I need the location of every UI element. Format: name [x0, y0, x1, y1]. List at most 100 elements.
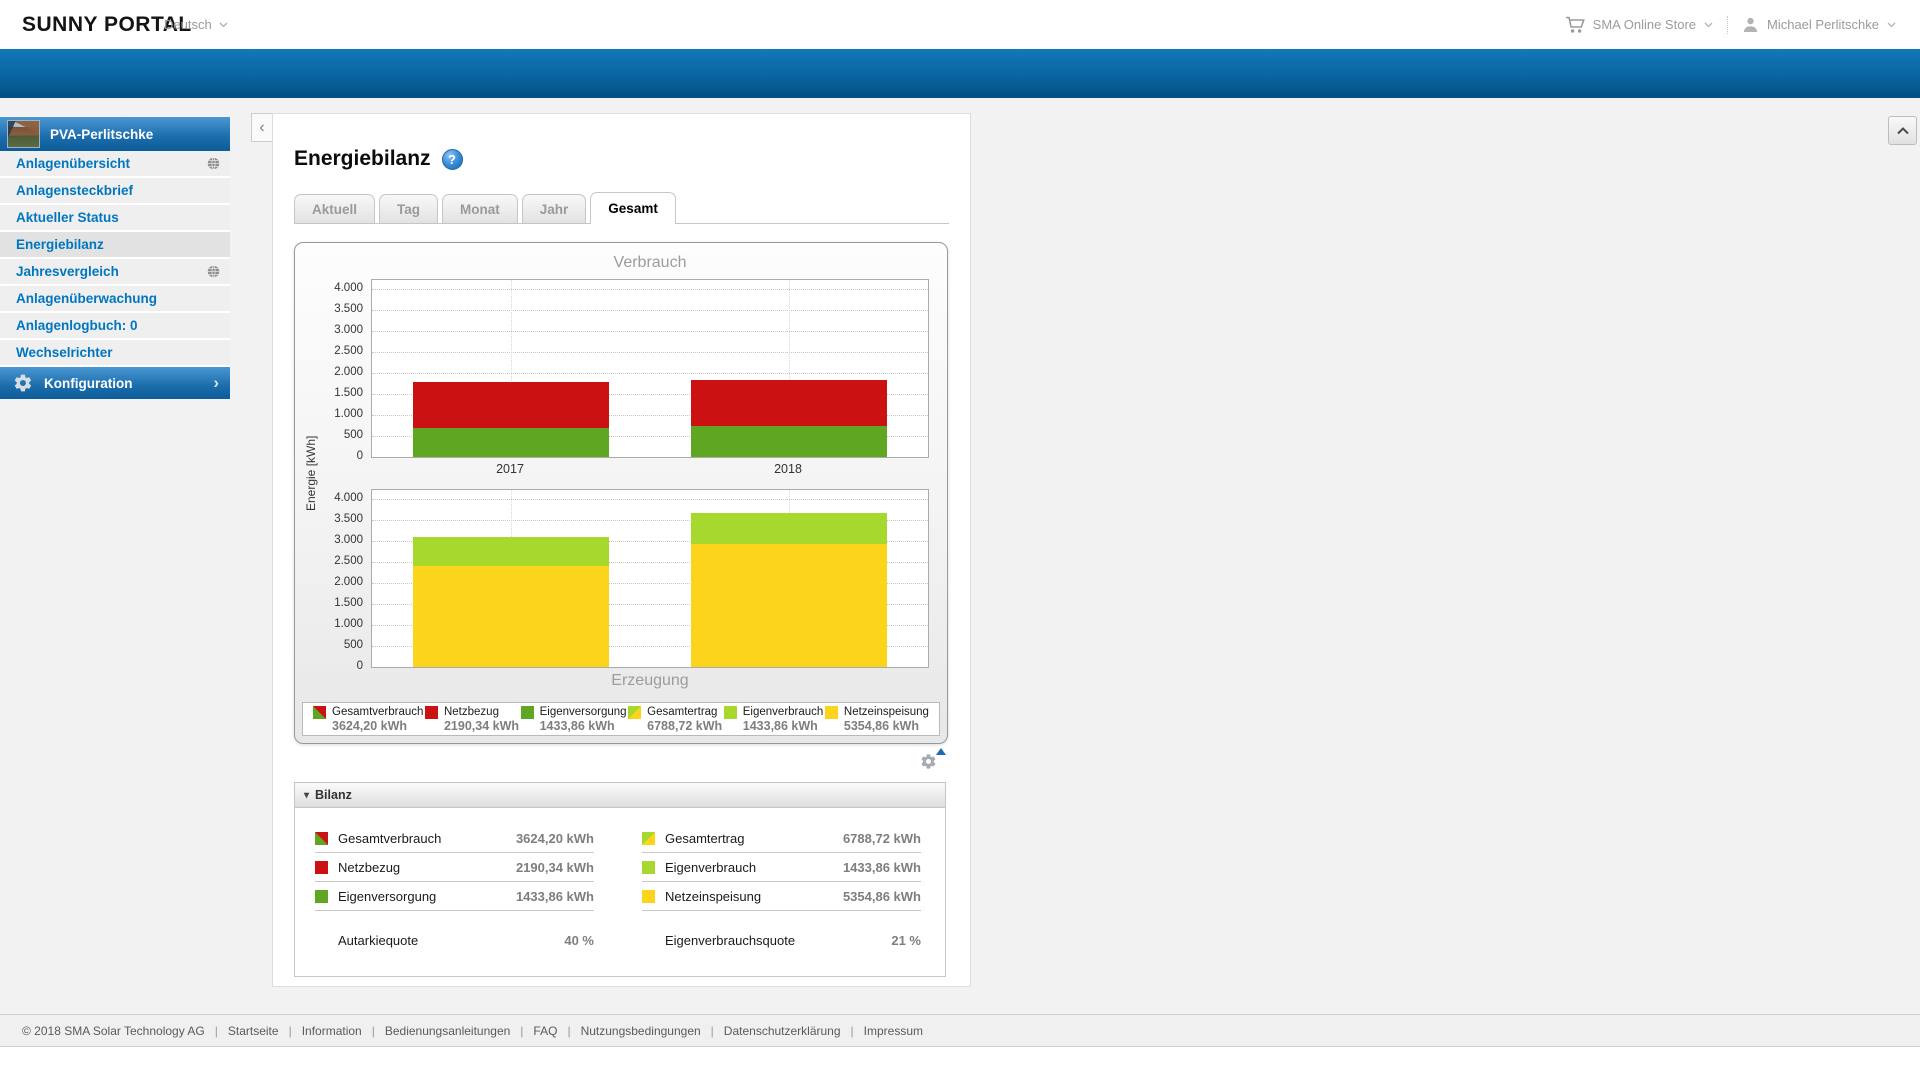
tab-aktuell[interactable]: Aktuell	[294, 194, 376, 223]
bilanz-value: 3624,20 kWh	[515, 830, 594, 846]
gridline	[372, 352, 928, 353]
legend-value: 1433,86 kWh	[539, 718, 615, 733]
gridline	[372, 331, 928, 332]
bilanz-title: Bilanz	[315, 788, 352, 802]
sidebar-item-label: Anlagenübersicht	[16, 156, 131, 171]
dropdown-arrow-icon	[936, 748, 946, 755]
verbrauch-plot: 0 500 1.000 1.500 2.000 2.500 3.000 3.500 4.000	[334, 279, 929, 462]
gridline	[372, 310, 928, 311]
bilanz-label: Gesamtertrag	[665, 830, 745, 846]
sidebar-item-label: Jahresvergleich	[16, 264, 119, 279]
sidebar-item-label: Energiebilanz	[16, 237, 104, 252]
bar-eigenversorgung-2018	[691, 426, 887, 457]
user-menu[interactable]: Michael Perlitschke	[1742, 16, 1896, 33]
bar-netzbezug-2018	[691, 380, 887, 426]
footer-separator: |	[214, 1023, 218, 1038]
legend-label: Netzbezug	[443, 705, 499, 718]
sidebar-item-jahresvergleich[interactable]: Jahresvergleich	[0, 259, 230, 286]
gridline	[372, 541, 928, 542]
chart-title-verbrauch: Verbrauch	[613, 254, 687, 271]
plant-header[interactable]: PVA-Perlitschke	[0, 117, 230, 151]
scroll-top-button[interactable]	[1888, 116, 1917, 145]
sidebar-item-wechselrichter[interactable]: Wechselrichter	[0, 340, 230, 367]
user-label: Michael Perlitschke	[1767, 17, 1879, 32]
footer-link-impressum[interactable]: Impressum	[863, 1023, 923, 1038]
x-tick-label: 2018	[774, 462, 802, 476]
legend-label: Netzeinspeisung	[843, 705, 929, 718]
sidebar-item-anlagen-berwachung[interactable]: Anlagenüberwachung	[0, 286, 230, 313]
bilanz-header[interactable]: ▾ Bilanz	[295, 783, 945, 808]
bilanz-row: Netzbezug 2190,34 kWh	[315, 853, 594, 882]
sidebar-item-energiebilanz[interactable]: Energiebilanz	[0, 232, 230, 259]
bar-netzeinspeisung-2017	[413, 566, 609, 667]
legend-label: Eigenverbrauch	[742, 705, 824, 718]
footer-link-bedienungsanleitungen[interactable]: Bedienungsanleitungen	[384, 1023, 511, 1038]
sidebar-item-label: Anlagenlogbuch: 0	[16, 318, 138, 333]
store-label: SMA Online Store	[1592, 17, 1696, 32]
legend-label: Gesamtverbrauch	[332, 705, 424, 718]
bilanz-swatch	[642, 831, 655, 845]
vertical-gridline	[511, 280, 512, 457]
y-tick-label: 0	[356, 450, 363, 462]
footer-link-startseite[interactable]: Startseite	[227, 1023, 279, 1038]
store-menu[interactable]: SMA Online Store	[1565, 16, 1713, 34]
bilanz-label: Eigenverbrauch	[665, 859, 757, 875]
footer-link-datenschutzerkl-rung[interactable]: Datenschutzerklärung	[723, 1023, 841, 1038]
legend-item: Netzbezug 2190,34 kWh	[424, 705, 519, 734]
gear-icon	[921, 754, 936, 769]
legend-value: 1433,86 kWh	[742, 718, 818, 733]
sidebar-item-anlagen-bersicht[interactable]: Anlagenübersicht	[0, 151, 230, 178]
bilanz-panel: ▾ Bilanz Gesamtverbrauch 3624,20 kWh Netzb…	[294, 782, 946, 977]
tab-monat[interactable]: Monat	[442, 194, 518, 223]
gridline	[372, 373, 928, 374]
y-tick-label: 500	[343, 429, 363, 441]
legend-item: Eigenverbrauch 1433,86 kWh	[723, 705, 824, 734]
bilanz-quote-row: Autarkiequote 40 %	[315, 933, 594, 948]
y-tick-label: 3.500	[334, 513, 363, 525]
legend-item: Gesamtertrag 6788,72 kWh	[628, 705, 722, 734]
y-tick-label: 2.500	[334, 555, 363, 567]
bilanz-swatch	[315, 860, 328, 874]
bilanz-right-column: Gesamtertrag 6788,72 kWh Eigenverbrauch 143…	[642, 824, 921, 948]
footer-link-faq[interactable]: FAQ	[533, 1023, 558, 1038]
chevron-down-icon	[219, 22, 228, 27]
tab-jahr[interactable]: Jahr	[521, 194, 587, 223]
globe-icon	[207, 157, 220, 170]
footer-link-information[interactable]: Information	[301, 1023, 362, 1038]
bar-netzeinspeisung-2018	[691, 544, 887, 667]
sidebar-item-konfiguration[interactable]: Konfiguration ›	[0, 367, 230, 399]
gridline	[372, 562, 928, 563]
sidebar-item-anlagenlogbuch-0[interactable]: Anlagenlogbuch: 0	[0, 313, 230, 340]
legend-swatch	[313, 705, 326, 719]
collapse-panel-button[interactable]: ‹	[251, 113, 273, 142]
bar-eigenverbrauch-2018	[691, 513, 887, 544]
legend-value: 5354,86 kWh	[843, 718, 919, 733]
chart-settings-button[interactable]	[920, 748, 946, 770]
collapse-caret-icon: ▾	[304, 789, 310, 801]
tab-gesamt[interactable]: Gesamt	[590, 192, 676, 224]
language-selector[interactable]: Deutsch	[164, 17, 228, 32]
plant-name: PVA-Perlitschke	[50, 126, 154, 142]
y-tick-label: 1.000	[334, 618, 363, 630]
y-tick-label: 3.000	[334, 534, 363, 546]
sidebar: PVA-Perlitschke Anlagenübersicht Anlagens…	[0, 117, 230, 399]
help-icon[interactable]: ?	[441, 148, 463, 170]
legend-value: 6788,72 kWh	[647, 718, 723, 733]
y-tick-label: 500	[343, 639, 363, 651]
footer-link-nutzungsbedingungen[interactable]: Nutzungsbedingungen	[580, 1023, 701, 1038]
bilanz-value: 2190,34 kWh	[515, 859, 594, 875]
footer-separator: |	[710, 1023, 714, 1038]
gridline	[372, 520, 928, 521]
sunny-portal-logo[interactable]: SUNNY PORTAL	[22, 13, 192, 36]
y-tick-label: 2.000	[334, 366, 363, 378]
quote-label: Autarkiequote	[338, 933, 419, 948]
sidebar-item-aktueller-status[interactable]: Aktueller Status	[0, 205, 230, 232]
sidebar-item-label: Wechselrichter	[16, 345, 113, 360]
top-bar: SUNNY PORTAL Deutsch SMA Online Store Mi…	[0, 0, 1920, 49]
sidebar-item-anlagensteckbrief[interactable]: Anlagensteckbrief	[0, 178, 230, 205]
chevron-down-icon	[1704, 22, 1713, 27]
chart-settings-row	[294, 748, 946, 772]
tab-tag[interactable]: Tag	[379, 194, 439, 223]
legend-value: 3624,20 kWh	[332, 718, 408, 733]
footer-separator: |	[371, 1023, 375, 1038]
